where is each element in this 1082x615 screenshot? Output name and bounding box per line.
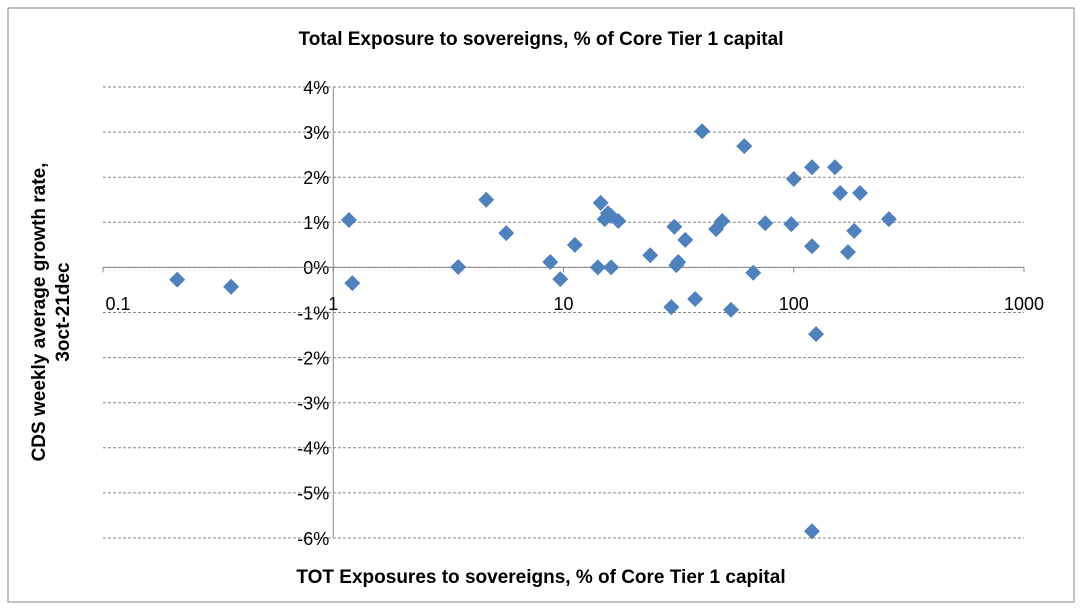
y-tick-label: 2% [303,168,329,188]
x-tick-label: 100 [779,294,809,314]
x-tick-label: 0.1 [105,294,130,314]
data-point [566,236,583,253]
data-point [736,138,753,155]
y-axis-label: 3oct-21dec [53,262,74,362]
y-tick-label: -6% [297,529,329,549]
data-point [589,259,606,276]
data-point [478,191,495,208]
data-point [785,171,802,188]
x-tick-label: 1000 [1004,294,1044,314]
y-tick-label: -1% [297,303,329,323]
data-point [223,278,240,295]
x-tick-label: 1 [328,294,338,314]
data-point [714,212,731,229]
x-axis-label: TOT Exposures to sovereigns, % of Core T… [296,567,785,588]
data-point [610,212,627,229]
y-tick-label: -4% [297,439,329,459]
y-axis-label: CDS weekly average growth rate, [29,163,50,462]
data-point [846,222,863,239]
data-point [808,326,825,343]
data-point [670,253,687,270]
data-point [880,211,897,228]
x-tick-label: 10 [553,294,573,314]
data-point [642,247,659,264]
y-tick-label: 1% [303,213,329,233]
chart-title: Total Exposure to sovereigns, % of Core … [299,29,784,50]
y-tick-label: -5% [297,484,329,504]
data-point [803,159,820,176]
data-point [694,123,711,140]
data-point [687,290,704,307]
data-point [757,215,774,232]
y-tick-label: 4% [303,78,329,98]
data-point [542,253,559,270]
data-point [783,216,800,233]
data-point [169,271,186,288]
data-point [852,184,869,201]
data-point [677,231,694,248]
y-tick-label: 0% [303,258,329,278]
data-point [832,184,849,201]
data-point [663,299,680,316]
data-point [498,225,515,242]
data-point [723,301,740,318]
data-point [603,259,620,276]
chart-border [7,7,1075,603]
data-point [803,238,820,255]
data-point [839,244,856,261]
data-point [826,159,843,176]
y-tick-label: 3% [303,123,329,143]
y-tick-label: -2% [297,348,329,368]
data-point [803,523,820,540]
data-point [666,218,683,235]
data-point [340,212,357,229]
data-point [592,194,609,211]
data-point [344,275,361,292]
data-point [450,258,467,275]
y-tick-label: -3% [297,393,329,413]
data-point [745,264,762,281]
data-point [552,271,569,288]
